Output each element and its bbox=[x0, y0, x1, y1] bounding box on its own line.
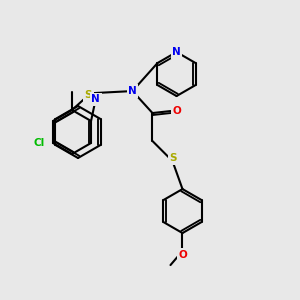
Text: O: O bbox=[178, 250, 187, 260]
Text: N: N bbox=[172, 47, 181, 57]
Text: O: O bbox=[172, 106, 181, 116]
Text: N: N bbox=[128, 86, 137, 96]
Text: S: S bbox=[170, 153, 177, 163]
Text: S: S bbox=[85, 90, 92, 100]
Text: Cl: Cl bbox=[34, 138, 45, 148]
Text: N: N bbox=[91, 94, 100, 104]
